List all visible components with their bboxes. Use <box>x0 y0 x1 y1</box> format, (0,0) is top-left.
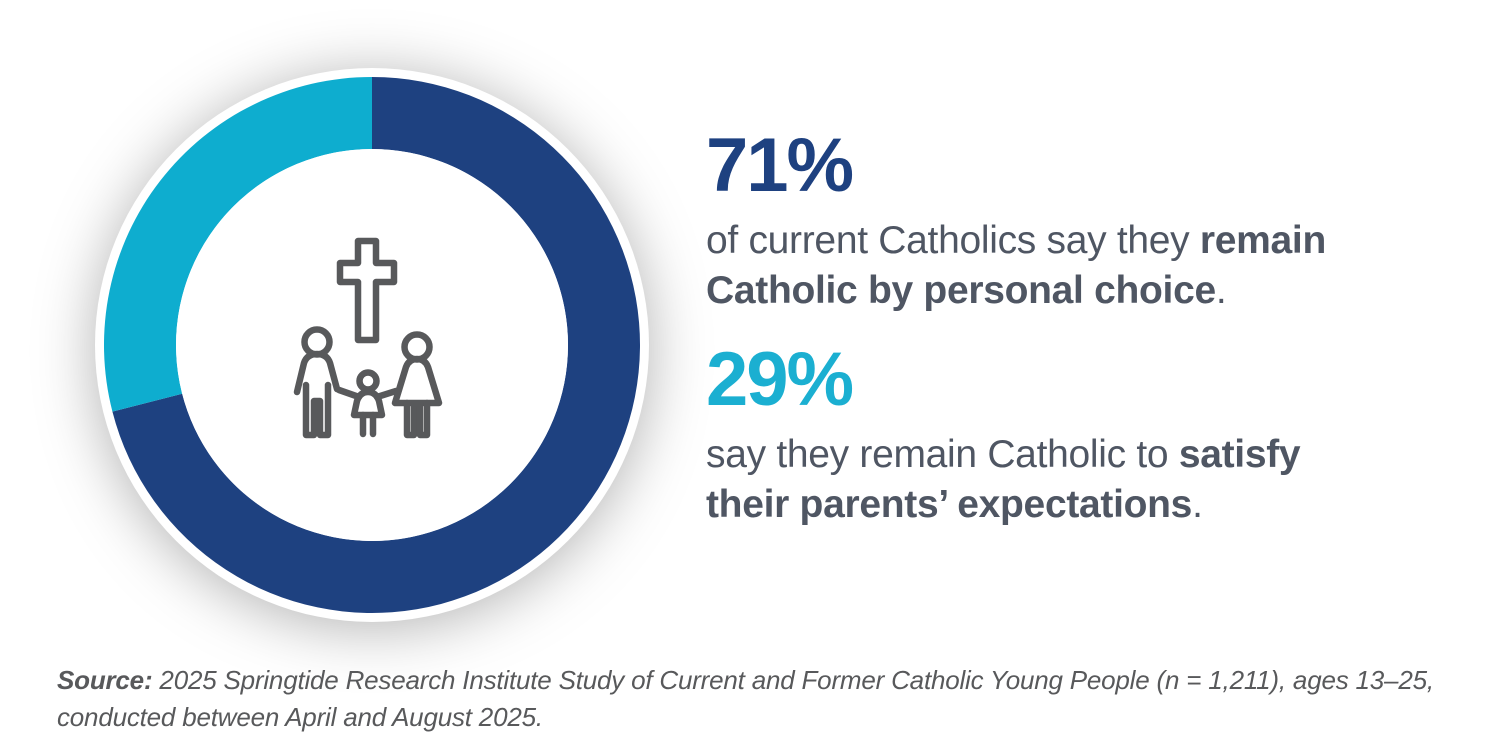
woman-right-leg <box>416 399 431 439</box>
man-legs <box>302 381 332 439</box>
stat-71-text: of current Catholics say they remain Cath… <box>706 216 1406 316</box>
woman-left-leg <box>403 399 418 439</box>
stat-29-line2-bold: their parents’ expectations <box>706 483 1193 526</box>
stat-71-line1-bold: remain <box>1199 219 1326 262</box>
source-line1: 2025 Springtide Research Institute Study… <box>152 665 1434 695</box>
child-right-arm <box>373 387 400 401</box>
stat-29-percentage: 29% <box>706 337 854 422</box>
child-body <box>350 388 386 419</box>
stat-29-text: say they remain Catholic to satisfy their… <box>706 430 1406 530</box>
stat-29-line1-bold: satisfy <box>1178 433 1301 476</box>
stat-29-line1-normal: say they remain Catholic to <box>706 433 1179 476</box>
stat-71-line1-normal: of current Catholics say they <box>706 219 1200 262</box>
donut-hole <box>176 149 568 541</box>
stats-column: 71% of current Catholics say they remain… <box>706 128 1406 530</box>
stat-29: 29% say they remain Catholic to satisfy t… <box>706 342 1406 530</box>
stat-29-line2-end: . <box>1192 483 1203 526</box>
source-label: Source: <box>57 665 153 695</box>
man-body <box>293 350 341 396</box>
stat-71: 71% of current Catholics say they remain… <box>706 128 1406 316</box>
donut-slice-29 <box>104 77 372 412</box>
stat-71-percentage: 71% <box>706 123 854 208</box>
source-note: Source: 2025 Springtide Research Institu… <box>57 662 1434 736</box>
family-cross-icon <box>293 237 443 439</box>
source-line2: conducted between April and August 2025. <box>57 702 543 732</box>
donut-svg <box>95 68 649 622</box>
child-left-arm <box>335 386 363 401</box>
woman-dress <box>391 355 443 407</box>
stat-71-line2-bold: Catholic by personal choice <box>706 269 1216 312</box>
cross-icon <box>336 237 398 344</box>
stat-71-line2-end: . <box>1215 269 1227 312</box>
donut-chart <box>95 68 649 622</box>
